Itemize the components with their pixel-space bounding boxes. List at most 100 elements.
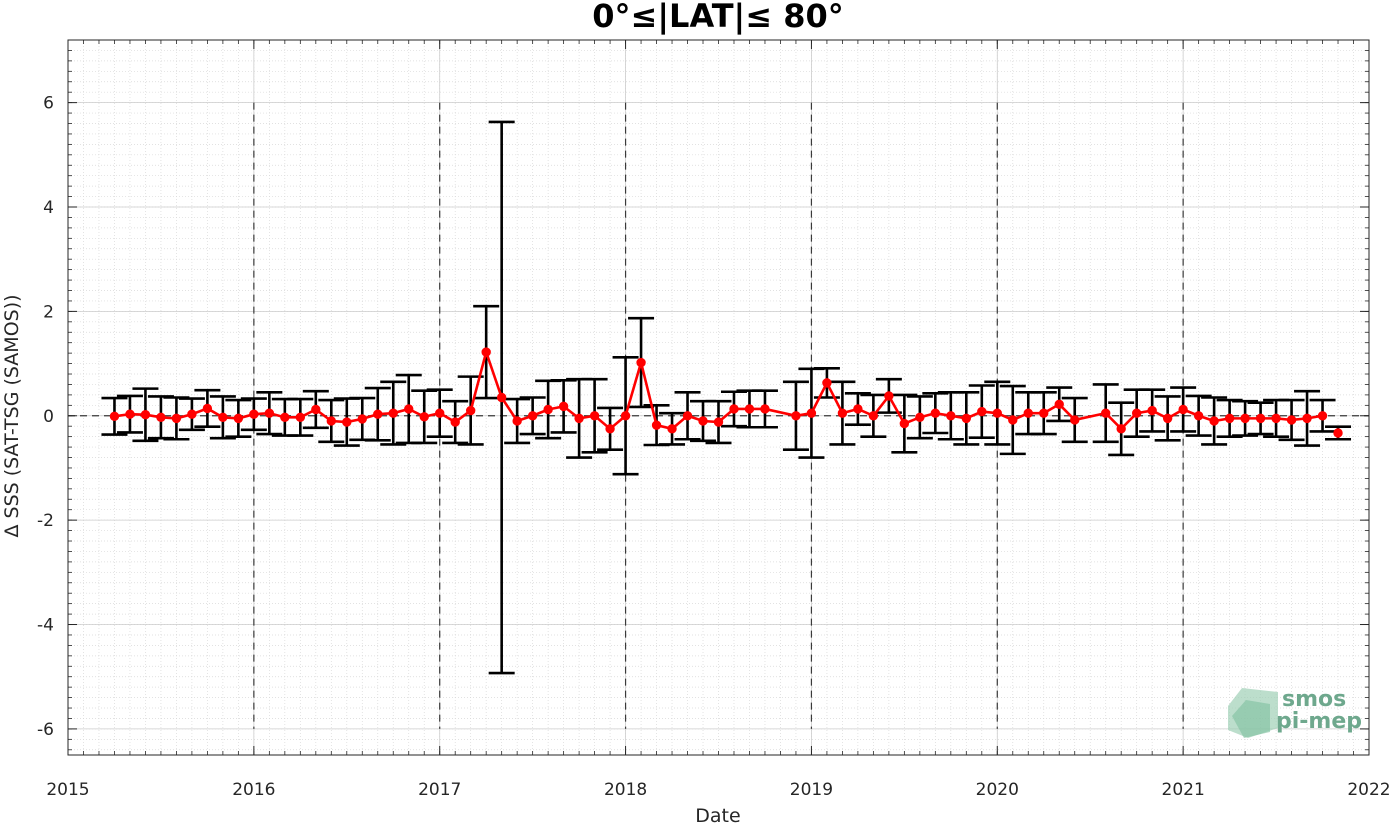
chart-title: 0°≤|LAT|≤ 80° [592, 0, 843, 36]
data-point [125, 409, 135, 419]
y-tick-label: -6 [37, 720, 54, 740]
data-point [1224, 413, 1235, 424]
logo-text-pi-mep: pi-mep [1276, 709, 1362, 734]
data-point [1271, 413, 1281, 424]
data-point [605, 424, 615, 434]
x-tick-label: 2021 [1162, 780, 1205, 800]
y-tick-label: -4 [37, 616, 54, 636]
data-point [558, 401, 569, 412]
data-point [915, 412, 925, 423]
data-point [1178, 404, 1188, 415]
data-point [822, 378, 832, 388]
data-point [388, 408, 398, 418]
data-point [1286, 415, 1297, 425]
x-tick-label: 2020 [976, 780, 1019, 800]
data-point [140, 410, 151, 420]
data-point [109, 411, 120, 421]
tick-labels: -6 -4 -2 0 2 4 6 2015 2016 2017 2018 2019 2020 2021 20… [37, 94, 1391, 800]
data-point [1333, 428, 1343, 438]
data-point [992, 408, 1002, 418]
data-point [713, 417, 724, 427]
data-point [1209, 416, 1219, 426]
data-point [791, 411, 801, 421]
data-point [853, 404, 863, 414]
data-point [218, 412, 228, 423]
logo-wave-icon [1232, 700, 1270, 738]
data-point [574, 413, 584, 424]
x-axis-title: Date [695, 805, 740, 825]
data-point [1008, 415, 1018, 425]
data-point [326, 416, 336, 426]
data-point [961, 413, 972, 424]
data-point [1317, 411, 1328, 421]
y-tick-label: 6 [43, 94, 54, 114]
data-point [620, 411, 631, 421]
data-point [1070, 415, 1080, 425]
data-point [1193, 411, 1204, 421]
data-point [837, 408, 848, 418]
y-tick-label: 2 [43, 302, 54, 322]
data-point [1255, 413, 1266, 424]
data-point [404, 404, 414, 414]
x-tick-label: 2015 [46, 780, 89, 800]
data-point [1054, 399, 1064, 409]
data-point [373, 409, 383, 419]
data-point [1023, 408, 1033, 418]
data-point [171, 413, 182, 424]
data-point [1302, 413, 1312, 424]
data-point [930, 408, 941, 418]
data-point [435, 408, 445, 418]
data-point [899, 418, 910, 429]
data-point [357, 414, 367, 424]
data-point [342, 417, 352, 427]
data-point [1039, 408, 1049, 418]
data-point [667, 424, 677, 434]
data-point [1162, 413, 1173, 424]
data-point [512, 416, 522, 426]
data-point [1147, 405, 1157, 416]
x-tick-label: 2018 [604, 780, 647, 800]
data-point [187, 409, 197, 419]
data-point [450, 417, 460, 427]
logo-text-smos: smos [1282, 687, 1346, 712]
data-point [729, 404, 739, 414]
data-point [698, 416, 708, 426]
data-point [280, 412, 290, 423]
smos-pi-mep-logo: smos pi-mep [1228, 687, 1362, 738]
data-point [806, 408, 817, 418]
x-tick-label: 2019 [790, 780, 833, 800]
data-point [946, 411, 956, 421]
data-point [636, 357, 646, 368]
y-axis-title: Δ SSS (SAT-TSG (SAMOS)) [1, 294, 23, 537]
x-tick-label: 2022 [1347, 780, 1390, 800]
data-point [1240, 413, 1250, 424]
data-point [868, 411, 879, 421]
data-point [202, 403, 213, 414]
data-point [481, 347, 491, 357]
data-point [651, 420, 662, 430]
data-point [233, 413, 244, 424]
y-tick-label: -2 [37, 511, 54, 531]
y-tick-label: 0 [43, 407, 54, 427]
data-point [496, 392, 507, 403]
data-point [295, 412, 306, 423]
y-tick-label: 4 [43, 198, 54, 218]
data-series [109, 347, 1343, 438]
data-point [543, 404, 553, 415]
data-point [760, 404, 770, 414]
data-point [884, 391, 894, 401]
data-point [527, 411, 538, 421]
data-point [465, 405, 476, 416]
data-point [311, 404, 321, 415]
axes [67, 39, 1370, 756]
x-tick-label: 2016 [232, 780, 275, 800]
data-point [249, 409, 259, 419]
data-point [1101, 408, 1111, 418]
data-point [419, 412, 429, 422]
data-point [156, 412, 166, 423]
data-point [1131, 408, 1142, 418]
data-point [1116, 424, 1126, 434]
data-point [682, 411, 693, 421]
x-tick-label: 2017 [418, 780, 461, 800]
